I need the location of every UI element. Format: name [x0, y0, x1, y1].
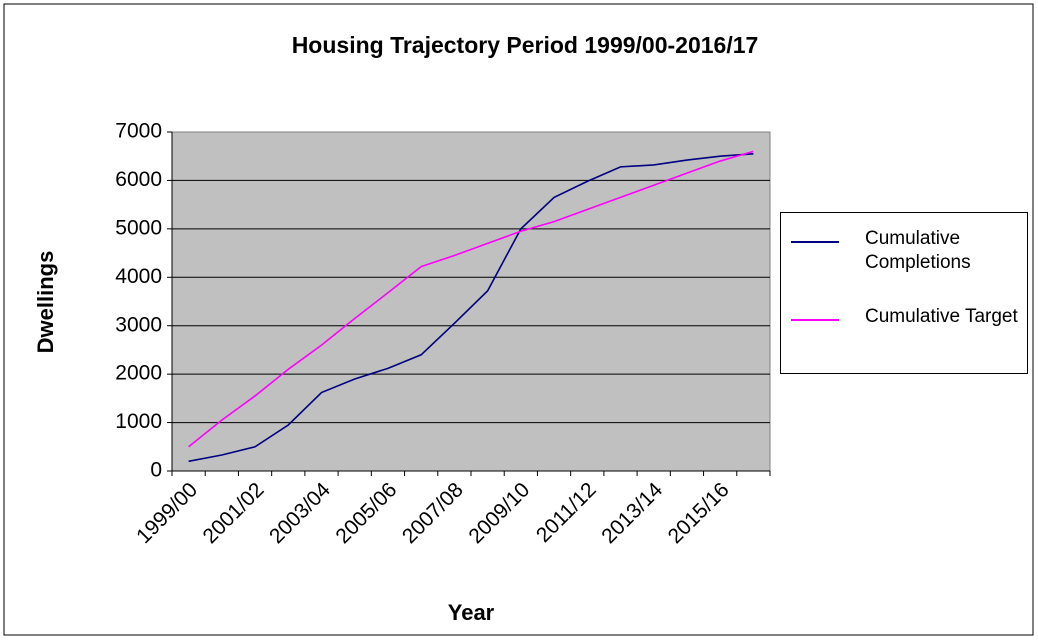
series-line	[188, 152, 754, 463]
legend-swatch	[791, 319, 839, 321]
y-tick-label: 4000	[115, 265, 162, 288]
y-tick-label: 0	[150, 459, 162, 482]
y-tick-label: 1000	[115, 410, 162, 433]
legend-label: Cumulative Completions	[865, 228, 971, 273]
x-axis-label: Year	[448, 600, 495, 625]
chart-title: Housing Trajectory Period 1999/00-2016/1…	[292, 32, 759, 58]
legend-label: Cumulative Target	[865, 306, 1018, 327]
y-tick-label: 3000	[115, 313, 162, 336]
series-line	[188, 150, 754, 448]
plot-area	[171, 131, 771, 472]
y-tick-label: 2000	[115, 362, 162, 385]
y-tick-label: 6000	[115, 168, 162, 191]
legend: Cumulative Completions Cumulative Target	[780, 212, 1028, 374]
y-tick-label: 5000	[115, 216, 162, 239]
legend-swatch	[791, 241, 839, 243]
y-tick-label: 7000	[115, 120, 162, 143]
y-axis-label: Dwellings	[33, 251, 58, 354]
